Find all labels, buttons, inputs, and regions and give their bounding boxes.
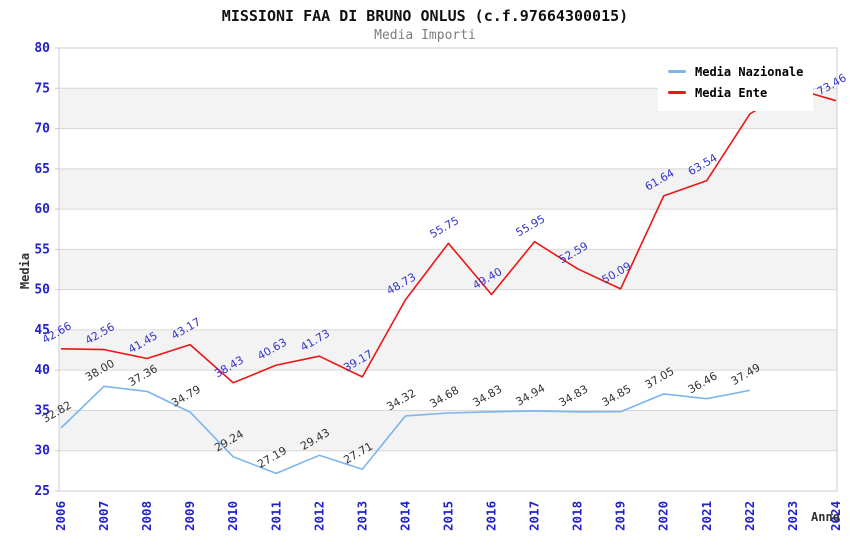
x-tick-label: 2023 (785, 501, 800, 531)
x-tick-label: 2019 (613, 501, 628, 531)
point-label: 34.94 (514, 382, 548, 409)
plot-border (58, 47, 838, 492)
legend-item-media-nazionale[interactable]: Media Nazionale (668, 65, 813, 79)
chart-title: MISSIONI FAA DI BRUNO ONLUS (c.f.9766430… (221, 7, 629, 25)
chart-subtitle: Media Importi (374, 28, 476, 43)
series-line-media-nazionale (60, 385, 750, 475)
x-axis-title: Anno (811, 510, 840, 524)
legend-label: Media Ente (695, 85, 768, 100)
point-label: 34.79 (169, 383, 203, 410)
x-tick-label: 2009 (182, 501, 197, 531)
x-tick-label: 2008 (139, 501, 154, 531)
point-label: 36.46 (686, 369, 720, 396)
x-tick-label: 2018 (570, 501, 585, 531)
x-tick-label: 2011 (268, 501, 283, 531)
point-label: 34.32 (384, 387, 418, 414)
point-label: 55.75 (427, 214, 461, 241)
plot-band (59, 249, 837, 290)
y-tick-label: 35 (34, 403, 50, 418)
x-tick-label: 2010 (225, 501, 240, 531)
legend-item-media-ente[interactable]: Media Ente (668, 86, 813, 100)
x-tick-label: 2007 (96, 501, 111, 531)
x-tick-label: 2014 (397, 501, 412, 531)
x-tick-label: 2015 (440, 501, 455, 531)
point-label: 55.95 (514, 212, 548, 239)
series-line-media-ente (60, 87, 837, 384)
y-axis-title: Media (18, 252, 32, 290)
legend: Media Nazionale Media Ente (658, 53, 813, 111)
x-tick-label: 2024 (828, 501, 843, 531)
legend-label: Media Nazionale (695, 64, 804, 79)
y-tick-label: 45 (34, 323, 50, 338)
legend-swatch-nazionale-icon (668, 70, 686, 73)
point-label: 34.83 (471, 382, 505, 409)
point-label: 34.68 (427, 384, 461, 411)
x-tick-label: 2020 (656, 501, 671, 531)
plot-band (59, 329, 837, 371)
x-tick-label: 2006 (53, 501, 68, 531)
x-tick-label: 2021 (699, 501, 714, 531)
y-tick-label: 25 (34, 484, 50, 499)
y-tick-label: 60 (34, 202, 50, 217)
point-label: 34.85 (600, 382, 634, 409)
x-tick-label: 2012 (311, 501, 326, 531)
y-tick-label: 65 (34, 162, 50, 177)
y-tick-label: 70 (34, 122, 50, 137)
plot-band (59, 410, 837, 451)
y-tick-label: 75 (34, 81, 50, 96)
point-label: 34.83 (557, 382, 591, 409)
y-tick-label: 40 (34, 363, 50, 378)
plot-band (59, 168, 837, 210)
x-tick-label: 2013 (354, 501, 369, 531)
x-tick-label: 2017 (527, 501, 542, 531)
y-tick-label: 80 (34, 41, 50, 56)
x-tick-label: 2022 (742, 501, 757, 531)
y-tick-label: 50 (34, 283, 50, 298)
y-tick-label: 30 (34, 444, 50, 459)
legend-swatch-ente-icon (668, 91, 686, 94)
x-tick-label: 2016 (484, 501, 499, 531)
y-tick-label: 55 (34, 242, 50, 257)
